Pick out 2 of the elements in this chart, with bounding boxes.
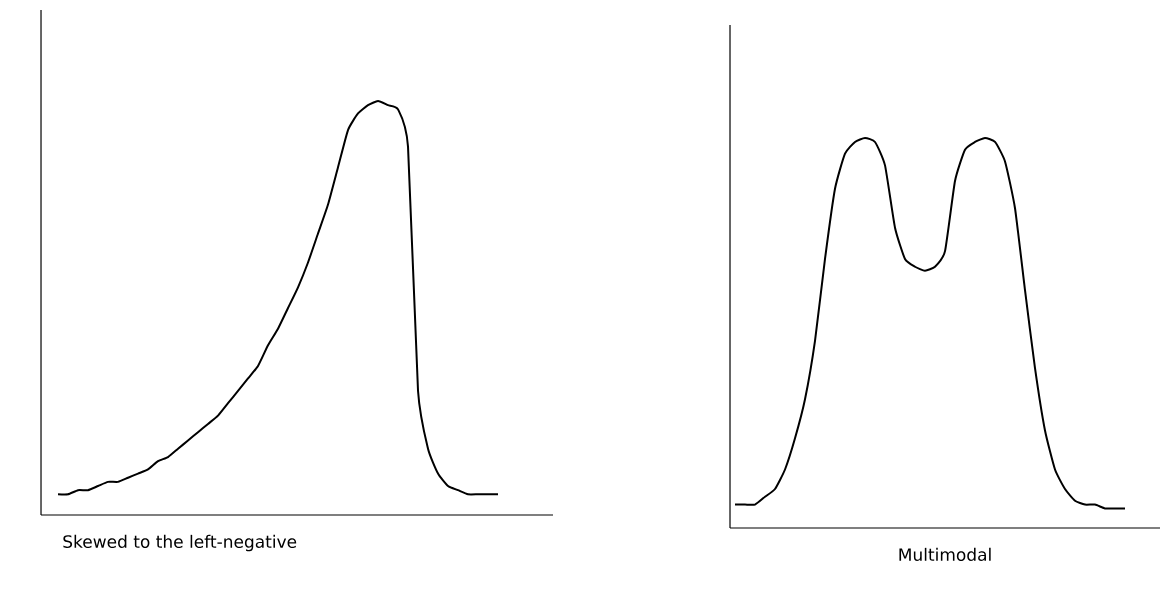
x-axis-title: Skewed to the left-negative	[63, 534, 297, 552]
x-axis-title: Multimodal	[899, 547, 991, 561]
